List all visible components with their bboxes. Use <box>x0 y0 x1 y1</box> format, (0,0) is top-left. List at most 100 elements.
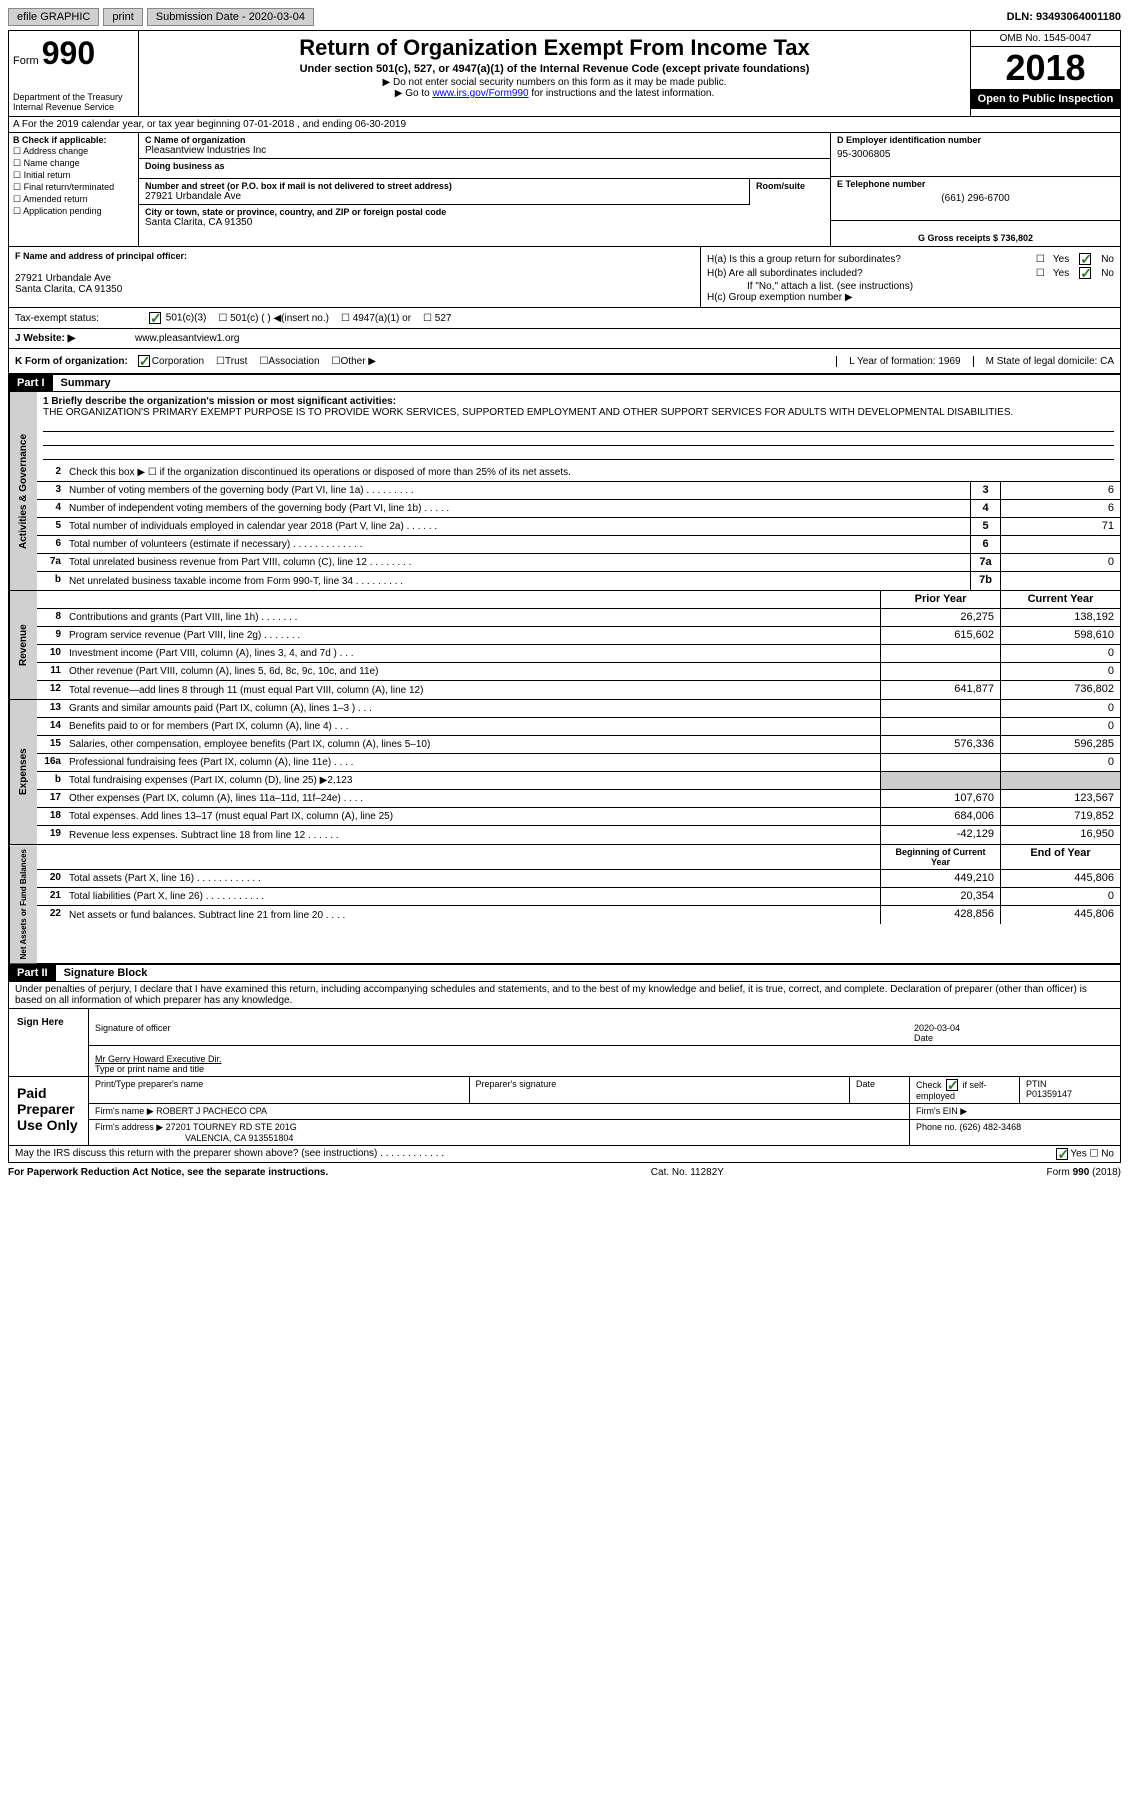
irs-link[interactable]: www.irs.gov/Form990 <box>432 88 528 99</box>
line-text: Total unrelated business revenue from Pa… <box>65 554 970 571</box>
end-year-header: End of Year <box>1000 845 1120 869</box>
dln-text: DLN: 93493064001180 <box>1007 11 1121 23</box>
line-box: 7b <box>970 572 1000 590</box>
hb-no-checkbox[interactable] <box>1079 267 1091 279</box>
cb-application-pending[interactable]: ☐ Application pending <box>13 206 134 217</box>
declaration-text: Under penalties of perjury, I declare th… <box>8 982 1121 1009</box>
prior-value: 449,210 <box>880 870 1000 887</box>
cat-number: Cat. No. 11282Y <box>651 1167 724 1178</box>
current-year-header: Current Year <box>1000 591 1120 608</box>
current-value: 0 <box>1000 645 1120 662</box>
print-button[interactable]: print <box>103 8 142 26</box>
tax-status-row: Tax-exempt status: 501(c)(3) ☐ 501(c) ( … <box>8 308 1121 329</box>
prior-value <box>880 754 1000 771</box>
line-value: 0 <box>1000 554 1120 571</box>
prep-sig-label: Preparer's signature <box>470 1077 851 1103</box>
form-label: Form <box>13 55 39 67</box>
part1-header: Part I <box>9 375 53 391</box>
current-value: 445,806 <box>1000 870 1120 887</box>
cb-name-change[interactable]: ☐ Name change <box>13 158 134 169</box>
org-address: 27921 Urbandale Ave <box>145 191 743 202</box>
form-header: Form 990 Department of the TreasuryInter… <box>8 30 1121 117</box>
tax-year: 2018 <box>971 47 1120 89</box>
paid-preparer-label: Paid Preparer Use Only <box>9 1077 89 1145</box>
firm-addr2: VALENCIA, CA 913551804 <box>95 1133 293 1143</box>
row-a-tax-year: A For the 2019 calendar year, or tax yea… <box>8 117 1121 133</box>
line-text: Net assets or fund balances. Subtract li… <box>65 906 880 924</box>
current-value: 123,567 <box>1000 790 1120 807</box>
form-footer: Form 990 (2018) <box>1047 1167 1121 1178</box>
side-governance: Activities & Governance <box>9 392 37 590</box>
side-netassets: Net Assets or Fund Balances <box>9 845 37 963</box>
section-b-label: B Check if applicable: <box>13 135 134 145</box>
sig-date-label: Date <box>914 1033 1114 1043</box>
prior-value: 428,856 <box>880 906 1000 924</box>
prior-value: 20,354 <box>880 888 1000 905</box>
line-text: Number of independent voting members of … <box>65 500 970 517</box>
prep-print-label: Print/Type preparer's name <box>89 1077 470 1103</box>
cb-amended-return[interactable]: ☐ Amended return <box>13 194 134 205</box>
prep-check-label: Check if self-employed <box>916 1080 987 1102</box>
instr-link: ▶ Go to www.irs.gov/Form990 for instruct… <box>147 88 962 99</box>
line-text: Total liabilities (Part X, line 26) . . … <box>65 888 880 905</box>
discuss-yes-checkbox[interactable] <box>1056 1148 1068 1160</box>
efile-button[interactable]: efile GRAPHIC <box>8 8 99 26</box>
org-name: Pleasantview Industries Inc <box>145 145 824 156</box>
line2-text: Check this box ▶ ☐ if the organization d… <box>65 464 1120 481</box>
website-label: J Website: ▶ <box>15 333 135 344</box>
cb-corporation[interactable] <box>138 355 150 367</box>
prior-value: 26,275 <box>880 609 1000 626</box>
line-box: 6 <box>970 536 1000 553</box>
current-value: 0 <box>1000 718 1120 735</box>
gross-receipts: G Gross receipts $ 736,802 <box>918 233 1033 243</box>
form-number: 990 <box>42 35 95 71</box>
discuss-row: May the IRS discuss this return with the… <box>8 1146 1121 1163</box>
ptin-label: PTIN <box>1026 1079 1114 1089</box>
current-value: 719,852 <box>1000 808 1120 825</box>
line1-label: 1 Briefly describe the organization's mi… <box>43 396 1114 407</box>
ptin-value: P01359147 <box>1026 1089 1114 1099</box>
part1-title: Summary <box>53 375 119 391</box>
prior-year-header: Prior Year <box>880 591 1000 608</box>
website-value: www.pleasantview1.org <box>135 333 240 344</box>
firm-addr-label: Firm's address ▶ <box>95 1122 163 1132</box>
line1-mission: THE ORGANIZATION'S PRIMARY EXEMPT PURPOS… <box>43 407 1114 418</box>
line-text: Investment income (Part VIII, column (A)… <box>65 645 880 662</box>
firm-ein-label: Firm's EIN ▶ <box>910 1104 1120 1119</box>
prior-value: 107,670 <box>880 790 1000 807</box>
dba-label: Doing business as <box>145 161 824 171</box>
prior-value: 641,877 <box>880 681 1000 699</box>
prior-value: 615,602 <box>880 627 1000 644</box>
cb-address-change[interactable]: ☐ Address change <box>13 146 134 157</box>
year-formation: L Year of formation: 1969 <box>836 356 972 367</box>
room-label: Room/suite <box>756 181 824 191</box>
prep-self-employed-checkbox[interactable] <box>946 1079 958 1091</box>
officer-addr2: Santa Clarita, CA 91350 <box>15 284 694 295</box>
line-box: 5 <box>970 518 1000 535</box>
cb-final-return[interactable]: ☐ Final return/terminated <box>13 182 134 193</box>
line-text: Total expenses. Add lines 13–17 (must eq… <box>65 808 880 825</box>
current-value: 596,285 <box>1000 736 1120 753</box>
current-value: 0 <box>1000 663 1120 680</box>
officer-name-label: Type or print name and title <box>95 1064 1114 1074</box>
line-text: Net unrelated business taxable income fr… <box>65 572 970 590</box>
prior-value <box>880 645 1000 662</box>
current-value <box>1000 772 1120 789</box>
firm-name-label: Firm's name ▶ <box>95 1106 154 1116</box>
side-revenue: Revenue <box>9 591 37 699</box>
ha-no-checkbox[interactable] <box>1079 253 1091 265</box>
line-text: Contributions and grants (Part VIII, lin… <box>65 609 880 626</box>
prior-value: 576,336 <box>880 736 1000 753</box>
submission-date-button[interactable]: Submission Date - 2020-03-04 <box>147 8 314 26</box>
firm-addr: 27201 TOURNEY RD STE 201G <box>166 1122 297 1132</box>
tax-status-label: Tax-exempt status: <box>15 313 135 324</box>
current-value: 16,950 <box>1000 826 1120 844</box>
k-label: K Form of organization: <box>15 356 128 367</box>
cb-501c3[interactable] <box>149 312 161 324</box>
line-text: Total assets (Part X, line 16) . . . . .… <box>65 870 880 887</box>
line-box: 4 <box>970 500 1000 517</box>
cb-initial-return[interactable]: ☐ Initial return <box>13 170 134 181</box>
line-text: Revenue less expenses. Subtract line 18 … <box>65 826 880 844</box>
part2-header: Part II <box>9 965 56 981</box>
line-text: Other revenue (Part VIII, column (A), li… <box>65 663 880 680</box>
